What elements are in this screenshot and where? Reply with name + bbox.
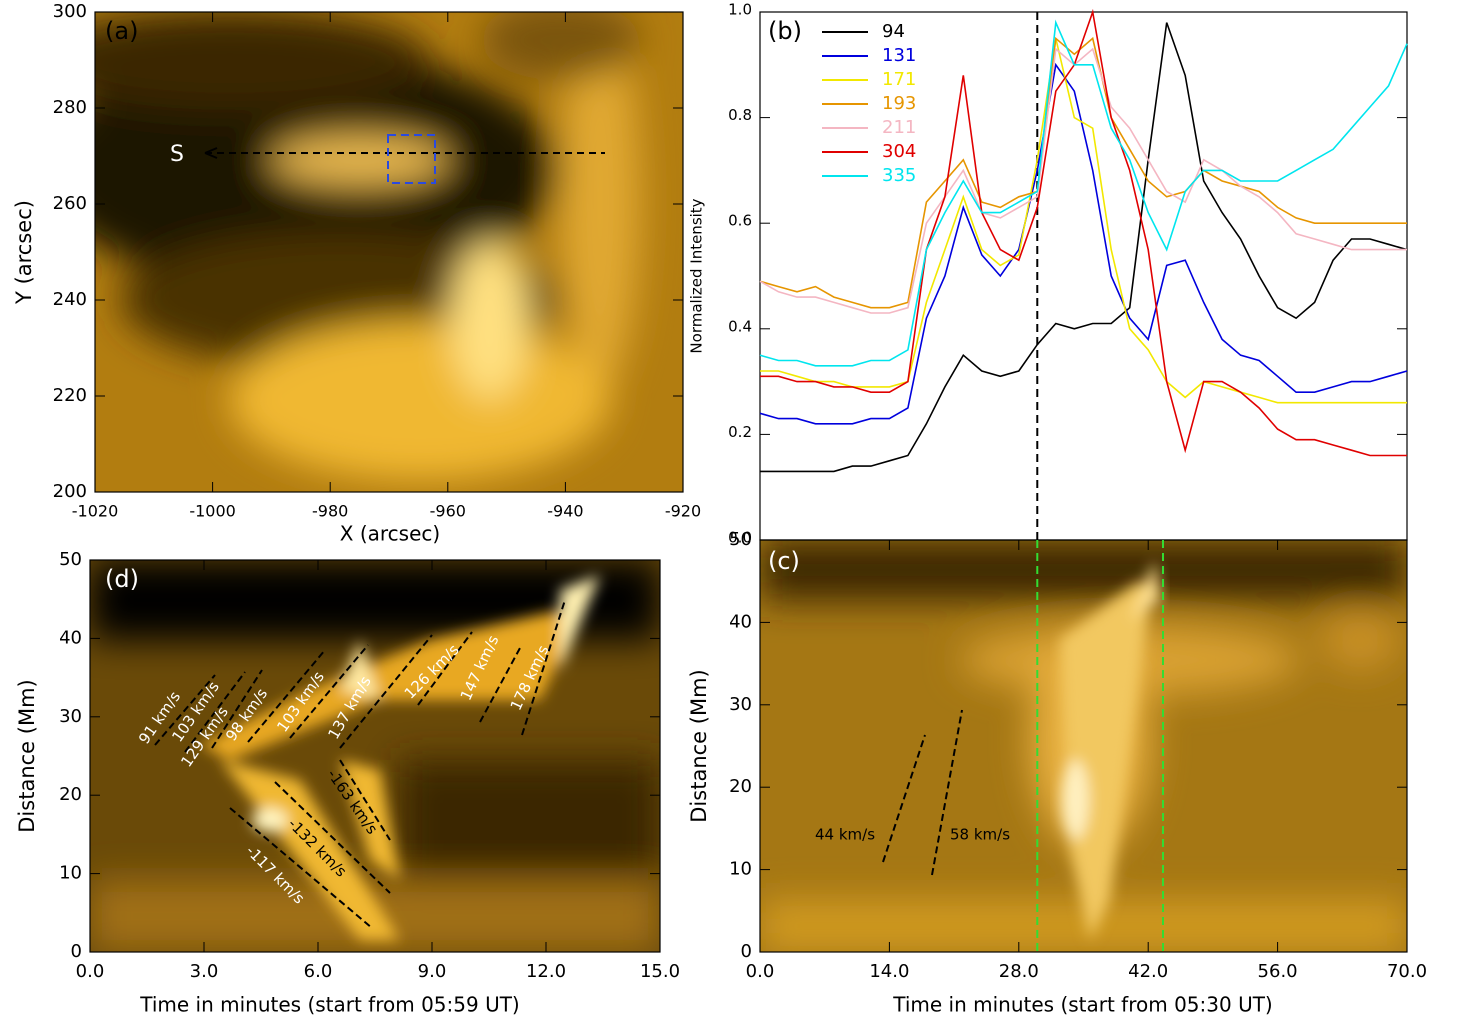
fit-line [184, 671, 246, 753]
image-c [760, 540, 1407, 952]
x-tick-label: -1000 [189, 502, 236, 521]
panel-label: (d) [105, 565, 139, 593]
fit-line [229, 807, 373, 929]
y-tick-label: 280 [53, 97, 87, 118]
series-line [759, 36, 1407, 309]
fit-line [479, 647, 521, 723]
fit-line [339, 759, 391, 841]
y-tick-label: 1.0 [728, 1, 752, 19]
image-a [95, 12, 683, 492]
fit-line [289, 644, 369, 739]
x-tick-label: 9.0 [418, 961, 447, 982]
y-tick-label: 50 [729, 529, 752, 550]
y-tick-label: 10 [729, 859, 752, 880]
x-tick-label: 14.0 [869, 961, 909, 982]
legend-label: 94 [882, 21, 905, 42]
x-tick-label: 12.0 [526, 961, 566, 982]
y-tick-label: 30 [59, 706, 82, 727]
x-tick-label: 28.0 [999, 961, 1039, 982]
y-tick-label: 220 [53, 385, 87, 406]
x-tick-label: -980 [312, 502, 348, 521]
x-tick-label: 0.0 [76, 961, 105, 982]
y-tick-label: 40 [59, 627, 82, 648]
legend-label: 193 [882, 93, 916, 114]
plot-frame [759, 539, 1408, 953]
y-axis-label: Y (arcsec) [12, 200, 36, 305]
panel-label: (c) [768, 547, 800, 575]
x-tick-label: -940 [547, 502, 583, 521]
fit-line [274, 781, 391, 894]
y-tick-label: 50 [59, 549, 82, 570]
speed-label: 44 km/s [815, 826, 875, 844]
fit-line [882, 734, 926, 863]
x-tick-label: -1020 [72, 502, 119, 521]
x-tick-label: 3.0 [190, 961, 219, 982]
fit-line [339, 634, 433, 749]
series-line [760, 8, 1407, 457]
x-tick-label: 6.0 [304, 961, 333, 982]
fit-line [154, 674, 216, 746]
y-axis-label: Distance (Mm) [687, 669, 711, 822]
x-tick-label: 0.0 [746, 961, 775, 982]
y-tick-label: 200 [53, 481, 87, 502]
y-tick-label: 300 [53, 1, 87, 22]
fit-line [247, 649, 326, 743]
x-tick-label: -920 [665, 502, 701, 521]
x-tick-label: 15.0 [640, 961, 680, 982]
legend-label: 131 [882, 45, 916, 66]
x-tick-label: -960 [430, 502, 466, 521]
y-tick-label: 0.2 [728, 423, 752, 441]
y-tick-label: 0.0 [728, 529, 752, 547]
panel-label: (a) [105, 17, 138, 45]
y-tick-label: 10 [59, 863, 82, 884]
y-tick-label: 0 [741, 941, 752, 962]
fit-line [521, 599, 566, 736]
x-tick-label: 70.0 [1387, 961, 1427, 982]
x-axis-label: Time in minutes (start from 05:30 UT) [892, 993, 1273, 1017]
legend-label: 335 [882, 165, 916, 186]
y-tick-label: 20 [59, 784, 82, 805]
fit-line [211, 669, 263, 749]
series-line [759, 19, 1408, 367]
panel-label: (b) [768, 17, 802, 45]
legend-label: 304 [882, 141, 916, 162]
series-line [759, 47, 1407, 314]
x-axis-label: X (arcsec) [340, 522, 440, 546]
y-tick-label: 0 [71, 941, 82, 962]
y-tick-label: 0.6 [728, 212, 752, 230]
y-tick-label: 40 [729, 611, 752, 632]
legend-label: 211 [882, 117, 916, 138]
fit-line [931, 709, 963, 876]
y-axis-label: Distance (Mm) [15, 679, 39, 832]
y-tick-label: 260 [53, 193, 87, 214]
legend-label: 171 [882, 69, 916, 90]
image-d [90, 560, 660, 952]
fit-line [417, 631, 473, 706]
plot-frame [759, 11, 1408, 541]
y-tick-label: 0.8 [728, 106, 752, 124]
series-line [759, 62, 1408, 425]
x-tick-label: 42.0 [1128, 961, 1168, 982]
series-line [760, 22, 1408, 473]
y-tick-label: 240 [53, 289, 87, 310]
plot-frame [89, 559, 661, 953]
y-tick-label: 20 [729, 776, 752, 797]
series-line [760, 38, 1407, 404]
x-tick-label: 56.0 [1258, 961, 1298, 982]
y-tick-label: 30 [729, 694, 752, 715]
speed-label: 58 km/s [950, 826, 1010, 844]
y-tick-label: 0.4 [728, 317, 752, 335]
plot-frame [94, 11, 684, 493]
x-axis-label: Time in minutes (start from 05:59 UT) [139, 993, 520, 1017]
annotation: S [170, 142, 184, 167]
y-axis-label: Normalized Intensity [688, 198, 706, 353]
